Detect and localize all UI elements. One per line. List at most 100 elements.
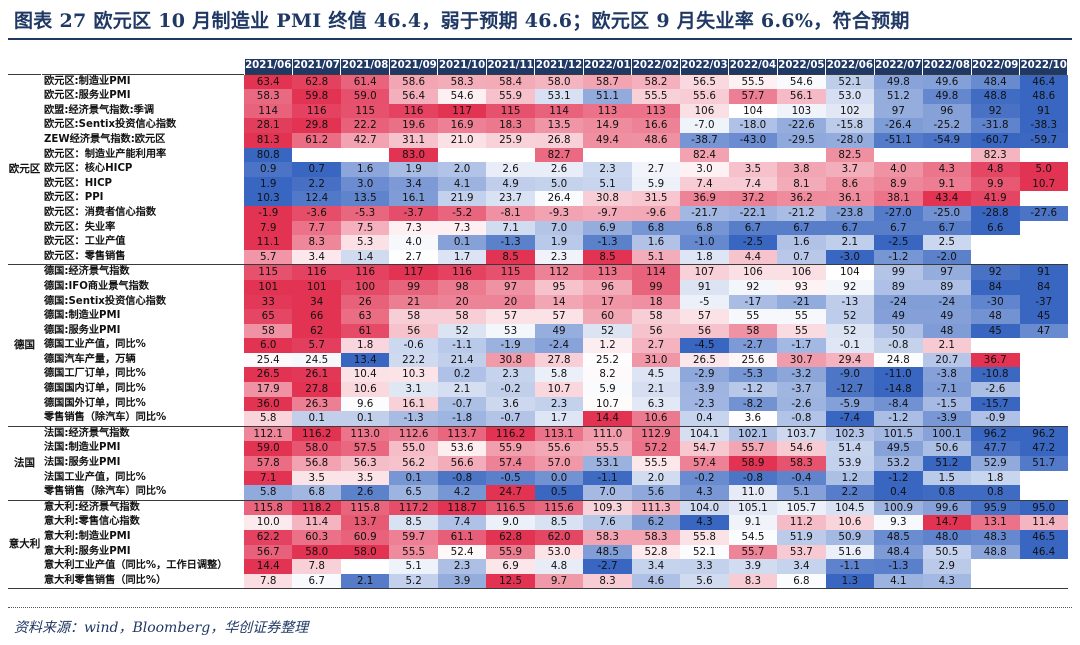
data-cell: 49 xyxy=(922,309,972,324)
data-cell: 2.2 xyxy=(292,176,341,192)
macro-data-table: 2021/06 2021/07 2021/08 2021/09 2021/10 2021/… xyxy=(8,59,1069,590)
data-cell: 52.8 xyxy=(631,544,681,560)
table-row: ZEW经济景气指数:欧元区 81.3 61.2 42.7 31.1 21.0 25.9 26.… xyxy=(8,132,1068,148)
data-cell: 33 xyxy=(244,294,293,310)
data-cell: 51.2 xyxy=(922,456,972,471)
data-cell: 48.5 xyxy=(583,544,632,560)
data-cell: 55.9 xyxy=(486,441,535,457)
indicator-label: 欧元区：工业产值 xyxy=(44,236,126,248)
data-cell: 48.0 xyxy=(922,530,972,545)
data-cell: 55.0 xyxy=(389,441,438,457)
table-row: 欧元区：零售销售 5.7 3.4 1.4 2.7 1.7 8.5 2.3 8.5 5.1 1.8 4.… xyxy=(8,249,1068,266)
data-cell: 6.8 xyxy=(777,573,826,590)
data-cell: 0.8 xyxy=(971,485,1020,501)
data-cell: 113.1 xyxy=(534,425,584,442)
source-note: 资料来源：wind，Bloomberg，华创证券整理 xyxy=(14,620,309,636)
data-cell: -14.8 xyxy=(874,382,923,397)
data-cell: 6.8 xyxy=(631,220,681,236)
data-cell: 9.1 xyxy=(922,176,972,192)
data-cell: -0.6 xyxy=(389,338,438,353)
data-cell: -0.8 xyxy=(874,338,923,353)
data-cell: 10.7 xyxy=(1019,176,1068,192)
data-cell xyxy=(971,249,1020,266)
data-cell: 60.3 xyxy=(292,530,341,545)
data-cell xyxy=(1019,411,1068,427)
data-cell: 18.3 xyxy=(486,118,535,133)
data-cell: 99 xyxy=(874,264,923,280)
table-row: 法国工业产值，同比% 7.1 3.5 3.5 0.1 -0.8 -0.5 0.0 -1.1 2.0… xyxy=(8,470,1068,486)
data-cell: 5.6 xyxy=(680,573,729,590)
region-label: 法国 xyxy=(8,425,41,501)
data-cell: 116.5 xyxy=(486,499,535,516)
data-cell: 26.1 xyxy=(292,367,341,383)
data-cell: 3.6 xyxy=(486,396,535,412)
data-cell: 53.7 xyxy=(777,544,826,560)
indicator-label: 欧元区：消费者信心指数 xyxy=(44,206,157,218)
data-cell: 2.1 xyxy=(437,382,487,397)
data-cell xyxy=(486,148,534,163)
data-cell: -51.1 xyxy=(874,132,923,148)
data-cell: 111.3 xyxy=(631,499,681,516)
data-cell: 51.2 xyxy=(874,89,923,104)
data-cell: 0.9 xyxy=(244,162,293,177)
data-cell: 3.0 xyxy=(340,176,390,192)
data-cell: 58.3 xyxy=(583,530,632,545)
data-cell: -1.2 xyxy=(728,382,778,397)
data-cell: 2.1 xyxy=(825,235,875,250)
data-cell xyxy=(971,573,1020,590)
data-cell: 26.8 xyxy=(534,132,584,148)
data-cell: 102.3 xyxy=(825,425,875,442)
data-cell: 1.6 xyxy=(340,162,390,177)
data-cell: 9.3 xyxy=(874,515,923,530)
data-cell: -54.9 xyxy=(922,132,972,148)
data-cell: 7.9 xyxy=(244,220,293,236)
data-cell: -0.1 xyxy=(825,338,875,353)
data-cell: -38.7 xyxy=(680,132,729,148)
data-cell: 116 xyxy=(389,103,438,119)
footer-divider xyxy=(8,607,1072,608)
data-cell: 54.6 xyxy=(777,441,826,457)
indicator-label: 欧元区：PPI xyxy=(44,192,104,204)
data-cell: 47.2 xyxy=(1019,441,1068,457)
data-cell: 49.6 xyxy=(922,73,972,90)
data-cell: 8.5 xyxy=(583,249,632,266)
data-cell: 57.4 xyxy=(680,456,729,471)
data-cell: 53.0 xyxy=(825,89,875,104)
data-cell: 25.9 xyxy=(486,132,535,148)
data-cell: 58.0 xyxy=(292,544,341,560)
data-cell: 115.8 xyxy=(340,499,390,516)
data-cell: 54.5 xyxy=(728,530,778,545)
indicator-label: 意大利:经济景气指数 xyxy=(41,499,244,516)
data-cell: 21 xyxy=(389,294,438,310)
data-cell xyxy=(1020,471,1068,486)
month-header: 2021/06 xyxy=(244,59,293,75)
data-cell xyxy=(1020,367,1068,382)
indicator-label: 欧元区：HICP xyxy=(44,177,113,189)
data-cell: 48.6 xyxy=(1019,89,1068,104)
data-cell: 6.7 xyxy=(825,220,875,236)
data-cell: 48.5 xyxy=(874,530,923,545)
data-cell: 7.8 xyxy=(292,559,341,574)
data-cell: 9.9 xyxy=(971,176,1020,192)
data-cell: -0.9 xyxy=(971,411,1020,427)
data-cell: 1.7 xyxy=(437,249,487,266)
data-cell: 52.1 xyxy=(825,73,875,90)
table-row: 意大利零售销售（同比%） 7.8 6.7 2.1 5.2 3.9 12.5 9.7 8.3 4.6… xyxy=(8,573,1068,590)
data-cell: 11.1 xyxy=(244,235,293,250)
data-cell: 4.0 xyxy=(874,162,923,177)
data-cell: 58.3 xyxy=(777,456,826,471)
data-cell: 9.7 xyxy=(534,573,584,590)
data-cell: 6.0 xyxy=(244,338,293,353)
data-cell: -1.9 xyxy=(244,205,293,221)
data-cell: -3.8 xyxy=(922,367,972,383)
data-cell: 55.5 xyxy=(389,544,438,560)
data-cell: 4.3 xyxy=(922,573,972,590)
data-cell: 62.8 xyxy=(292,73,341,90)
data-cell: 91 xyxy=(1019,103,1068,119)
data-cell: 55.9 xyxy=(486,89,535,104)
indicator-label: 零售销售（除汽车）同比% xyxy=(41,411,244,427)
data-cell: 3.9 xyxy=(728,559,778,574)
data-cell: 5.9 xyxy=(631,176,681,192)
table-row: 零售销售（除汽车）同比% 5.8 6.8 2.6 6.5 4.2 24.7 0.5 7.0 5.6… xyxy=(8,485,1068,501)
data-cell: 48.4 xyxy=(971,73,1020,90)
